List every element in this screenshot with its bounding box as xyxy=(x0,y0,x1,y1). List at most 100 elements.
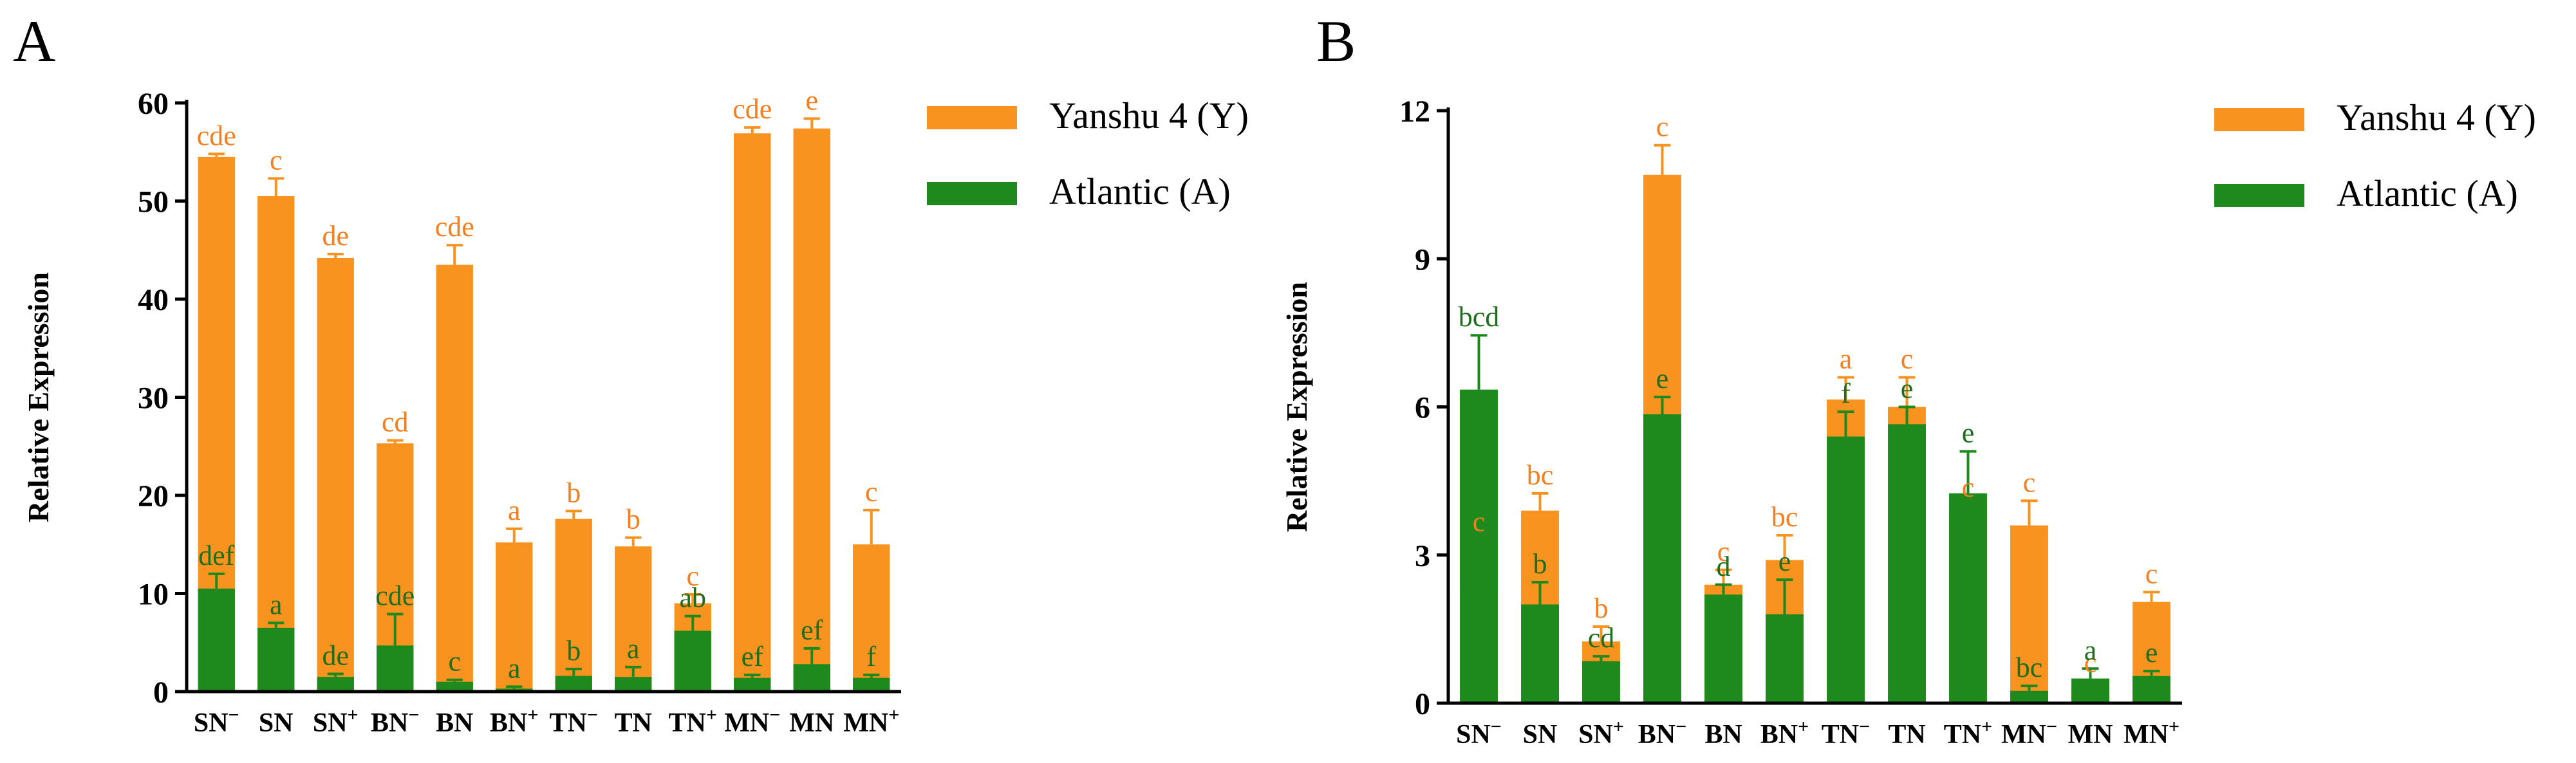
bar-yanshu xyxy=(853,544,890,692)
significance-letter-yanshu: c xyxy=(2084,647,2097,678)
x-tick-label: SN xyxy=(1523,720,1558,749)
bar-yanshu xyxy=(2010,525,2048,703)
x-tick-label-base: MN xyxy=(789,708,834,738)
significance-letter-atlantic: a xyxy=(270,589,283,620)
x-tick-label-base: TN xyxy=(615,708,652,738)
x-tick-label-base: TN xyxy=(669,708,706,738)
x-tick-label: MN− xyxy=(2001,716,2057,749)
significance-letter-yanshu: de xyxy=(322,220,349,252)
legend-label-atlantic: Atlantic (A) xyxy=(2337,172,2518,214)
bar-atlantic xyxy=(1704,594,1742,703)
panel-label: A xyxy=(13,8,55,74)
bar-atlantic xyxy=(198,588,235,692)
bar-atlantic xyxy=(674,630,711,692)
bar-yanshu xyxy=(436,264,473,692)
significance-letter-yanshu: b xyxy=(626,504,640,535)
x-tick-label-sup: + xyxy=(1798,716,1809,737)
significance-letter-yanshu: bc xyxy=(1527,459,1554,491)
significance-letter-yanshu: c xyxy=(686,560,699,592)
x-tick-label-base: SN xyxy=(194,708,229,738)
legend-swatch-atlantic xyxy=(927,182,1017,205)
significance-letter-atlantic: a xyxy=(2084,634,2097,666)
x-tick-label-base: BN xyxy=(1760,720,1798,749)
significance-letter-atlantic: d xyxy=(1717,551,1731,582)
y-axis-label: Relative Expression xyxy=(1280,282,1313,532)
significance-letter-atlantic: e xyxy=(2145,637,2158,668)
significance-letter-atlantic: def xyxy=(198,540,235,571)
x-tick-label-base: BN xyxy=(1704,720,1742,749)
significance-letter-atlantic: cd xyxy=(1588,622,1615,654)
x-tick-label-sup: + xyxy=(1613,716,1624,737)
bar-atlantic xyxy=(436,681,473,692)
bar-atlantic xyxy=(615,677,652,692)
significance-letter-atlantic: b xyxy=(1533,548,1547,580)
x-tick-label: BN+ xyxy=(1760,716,1809,749)
legend-swatch-yanshu xyxy=(927,106,1017,129)
y-axis-label: Relative Expression xyxy=(22,272,55,522)
significance-letter-yanshu: c xyxy=(1962,472,1975,503)
legend-swatch-yanshu xyxy=(2214,108,2304,131)
significance-letter-yanshu: cd xyxy=(382,407,409,438)
bar-atlantic xyxy=(853,677,890,692)
bar-atlantic xyxy=(1949,493,1987,703)
x-tick-label-base: SN xyxy=(313,708,348,738)
x-tick-label: BN− xyxy=(1638,716,1686,749)
significance-letter-atlantic: a xyxy=(508,652,521,684)
significance-letter-yanshu: cde xyxy=(733,93,772,125)
significance-letter-yanshu: a xyxy=(508,495,521,526)
x-tick-label: TN− xyxy=(1822,716,1870,749)
bar-atlantic xyxy=(1827,436,1865,703)
x-tick-label-base: MN xyxy=(724,708,769,738)
x-tick-label: MN xyxy=(789,708,834,738)
x-tick-label: TN− xyxy=(550,704,598,738)
x-tick-label-sup: + xyxy=(348,704,359,726)
y-tick-label: 0 xyxy=(1415,687,1430,721)
bar-yanshu xyxy=(257,196,295,692)
significance-letter-yanshu: bc xyxy=(1771,501,1798,533)
x-tick-label: MN xyxy=(2068,720,2113,749)
x-tick-label: TN+ xyxy=(1944,716,1992,749)
x-tick-label: SN+ xyxy=(1578,716,1624,749)
y-tick-label: 30 xyxy=(138,382,169,416)
bar-atlantic xyxy=(555,676,592,692)
legend-label-atlantic: Atlantic (A) xyxy=(1049,170,1231,212)
x-tick-label-sup: − xyxy=(229,704,239,726)
y-tick-label: 6 xyxy=(1415,391,1430,425)
bar-atlantic xyxy=(1460,389,1498,703)
x-tick-label: MN− xyxy=(724,704,780,738)
significance-letter-atlantic: e xyxy=(1778,546,1791,577)
y-tick-label: 0 xyxy=(153,676,169,710)
significance-letter-atlantic: bc xyxy=(2016,652,2043,683)
significance-letter-atlantic: ef xyxy=(742,641,764,672)
x-tick-label: MN+ xyxy=(843,704,899,738)
y-tick-label: 60 xyxy=(138,87,169,121)
x-tick-label: BN xyxy=(436,708,473,738)
y-tick-label: 3 xyxy=(1415,539,1430,573)
x-tick-label-base: BN xyxy=(1638,720,1675,749)
significance-letter-atlantic: de xyxy=(322,640,349,672)
significance-letter-atlantic: f xyxy=(866,641,876,672)
x-tick-label-base: MN xyxy=(843,708,888,738)
significance-letter-atlantic: e xyxy=(1656,363,1669,394)
x-tick-label-sup: − xyxy=(2046,716,2057,737)
x-tick-label: SN− xyxy=(194,704,239,738)
bar-atlantic xyxy=(2010,690,2048,703)
x-tick-label: BN+ xyxy=(490,704,538,738)
x-tick-label-sup: + xyxy=(1981,716,1992,737)
legend: Yanshu 4 (Y) Atlantic (A) xyxy=(2214,97,2536,214)
significance-letter-atlantic: b xyxy=(566,635,581,666)
bar-atlantic xyxy=(257,627,295,692)
legend: Yanshu 4 (Y) Atlantic (A) xyxy=(927,95,1249,212)
y-tick-label: 9 xyxy=(1415,243,1430,277)
x-tick-label: SN+ xyxy=(313,704,359,738)
y-tick-label: 10 xyxy=(138,578,169,612)
bar-atlantic xyxy=(377,645,414,692)
x-tick-label: TN+ xyxy=(669,704,717,738)
significance-letter-yanshu: c xyxy=(2145,558,2158,589)
legend-label-yanshu: Yanshu 4 (Y) xyxy=(2337,97,2536,138)
x-tick-label-sup: + xyxy=(888,704,899,726)
bar-atlantic xyxy=(317,677,354,692)
x-tick-label-sup: + xyxy=(706,704,717,726)
significance-letter-yanshu: c xyxy=(1901,343,1914,374)
x-tick-label-base: SN xyxy=(1578,720,1613,749)
